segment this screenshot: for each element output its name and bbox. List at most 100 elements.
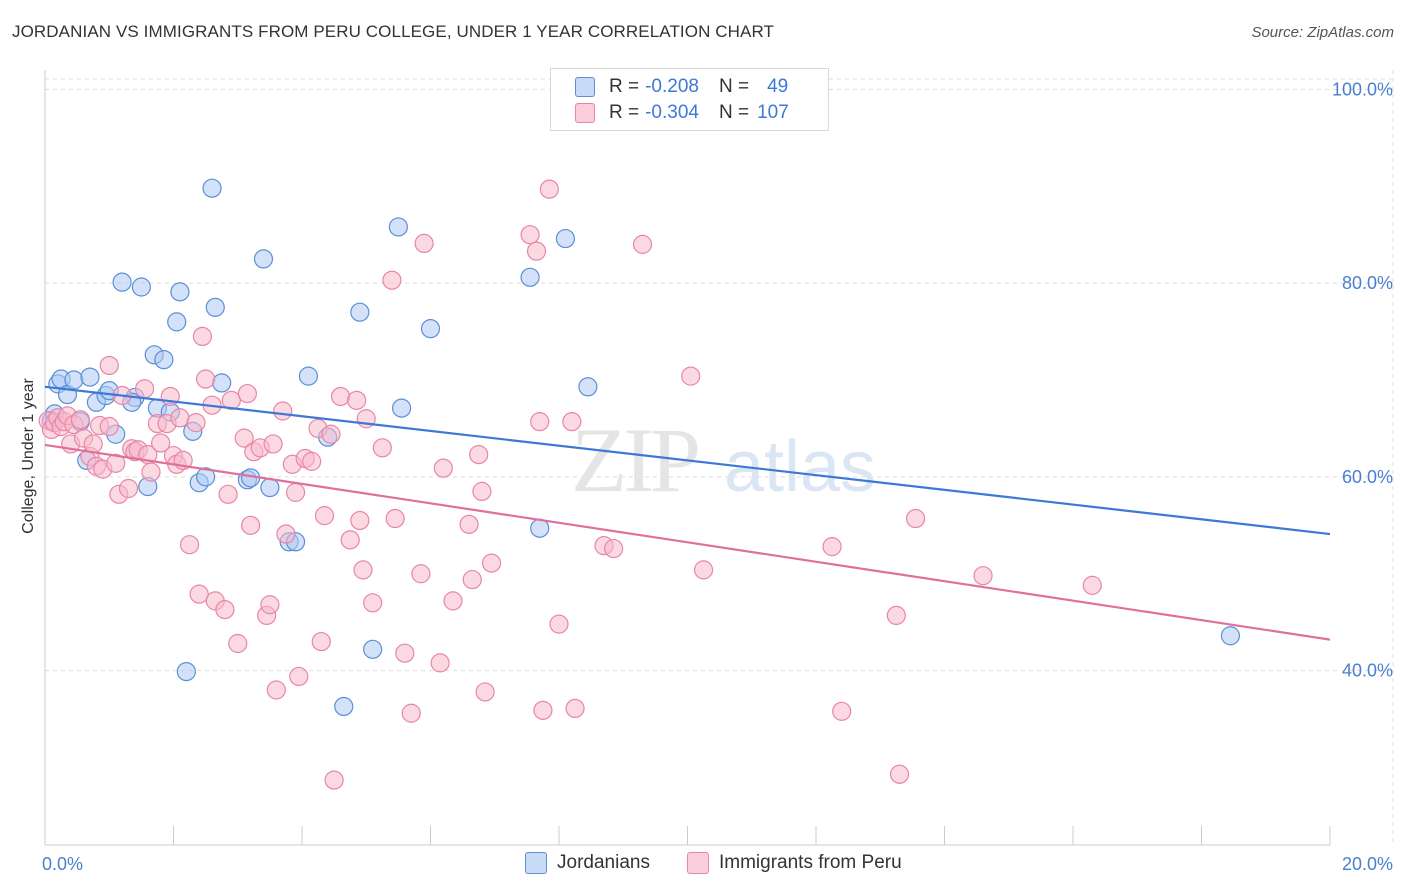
data-point [459,514,479,534]
data-point [388,217,408,237]
data-point [481,553,502,573]
data-point [822,537,842,557]
data-point [334,696,354,717]
data-point [475,682,495,702]
series-legend: Jordanians Immigrants from Peru [0,852,1406,878]
data-point [70,410,90,430]
legend-n-label: N = [718,76,750,97]
stats-legend: R = -0.208 N = 49 R = -0.304 N = 107 [550,68,829,131]
data-point [340,530,360,550]
data-point [353,560,373,580]
data-point [533,700,553,720]
data-point [260,477,280,498]
data-point [192,326,213,347]
data-point [167,312,187,332]
data-point [253,249,274,269]
data-point [324,770,344,790]
legend-swatch-blue [575,77,595,97]
series-immigrants-from-peru [38,179,1102,790]
legend-r-value: -0.208 [645,76,699,97]
data-point [604,538,624,559]
data-point [330,386,351,407]
data-point [141,462,161,482]
data-point [350,510,370,531]
data-point [266,680,286,700]
data-point [469,444,489,465]
data-point [196,369,216,389]
legend-swatch-pink [687,852,709,874]
axes [44,70,1331,846]
watermark: ZIP atlas [571,409,876,511]
data-point [311,631,331,652]
data-point [215,599,235,620]
data-point [263,434,283,454]
legend-item-jordanians[interactable]: Jordanians [525,852,650,874]
data-point [179,535,200,555]
data-point [176,661,196,682]
data-point [363,593,383,613]
data-point [106,453,126,473]
data-point [391,398,412,418]
y-tick-label: 100.0% [1332,79,1393,99]
data-point [276,524,296,544]
data-point [241,515,261,535]
data-point [414,233,434,254]
chart-title: JORDANIAN VS IMMIGRANTS FROM PERU COLLEG… [12,22,775,41]
data-point [170,282,190,302]
data-point [526,241,547,261]
data-point [202,178,222,198]
data-point [462,569,482,590]
data-point [134,379,155,399]
data-point [549,614,569,634]
data-point [205,297,225,317]
data-point [347,390,367,410]
data-point [234,428,254,448]
data-point [385,508,405,529]
data-point [382,270,402,290]
y-tick-label: 40.0% [1342,661,1393,681]
data-point [131,277,151,297]
data-point [905,508,926,529]
data-point [889,764,910,784]
legend-n-value: 107 [757,102,789,123]
data-point [298,366,319,386]
data-point [886,605,906,626]
legend-n-value: 49 [767,76,789,97]
data-point [681,366,701,386]
data-point [186,413,206,433]
data-point [196,467,216,487]
data-point [112,272,132,292]
data-point [430,653,450,673]
chart-source: Source: ZipAtlas.com [1251,24,1394,41]
data-point [273,401,293,421]
data-point [973,566,993,586]
data-point [411,564,431,584]
legend-r-label: R = [609,76,640,97]
data-point [530,412,550,432]
data-point [632,234,653,254]
legend-item-peru[interactable]: Immigrants from Peru [687,852,902,874]
data-point [350,302,370,322]
data-point [289,666,309,687]
data-point [80,367,100,387]
legend-label-jordanians: Jordanians [557,852,650,873]
legend-n-label: N = [718,102,750,123]
data-point [401,703,421,723]
data-point [520,225,540,245]
legend-swatch-pink [575,103,595,123]
legend-label-peru: Immigrants from Peru [719,852,902,873]
y-tick-label: 80.0% [1342,273,1393,293]
data-point [363,639,383,659]
data-point [433,458,453,478]
x-tick-label: 0.0% [42,854,83,874]
legend-r-value: -0.304 [645,102,699,123]
grid-lines [45,70,1394,845]
legend-row-peru: R = -0.304 N = 107 [575,102,789,124]
y-tick-label: 60.0% [1342,467,1393,487]
data-point [118,478,139,499]
data-point [218,484,238,504]
data-point [395,643,415,663]
data-point [302,451,322,471]
data-point [314,506,335,526]
